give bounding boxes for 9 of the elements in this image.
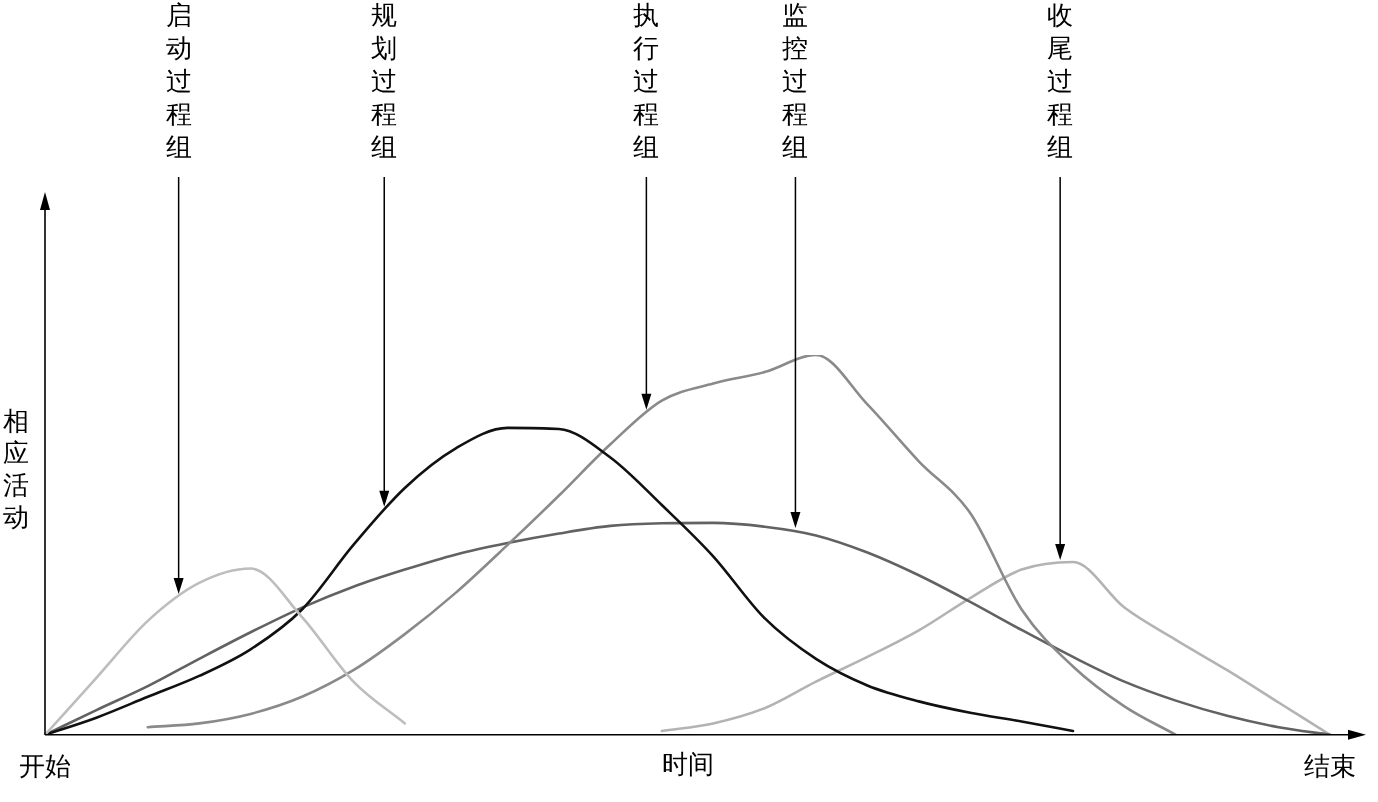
text: 规划过程组	[371, 0, 398, 162]
y-axis-title: 相应活动	[3, 405, 29, 532]
text: 启动过程组	[165, 0, 192, 162]
text: 监控过程组	[782, 0, 809, 162]
x-tick-label: 结束	[1304, 751, 1356, 782]
text: 执行过程组	[633, 0, 660, 162]
x-axis-title: 时间	[661, 748, 714, 779]
x-tick-label: 开始	[19, 751, 71, 782]
text: 收尾过程组	[1047, 0, 1074, 162]
